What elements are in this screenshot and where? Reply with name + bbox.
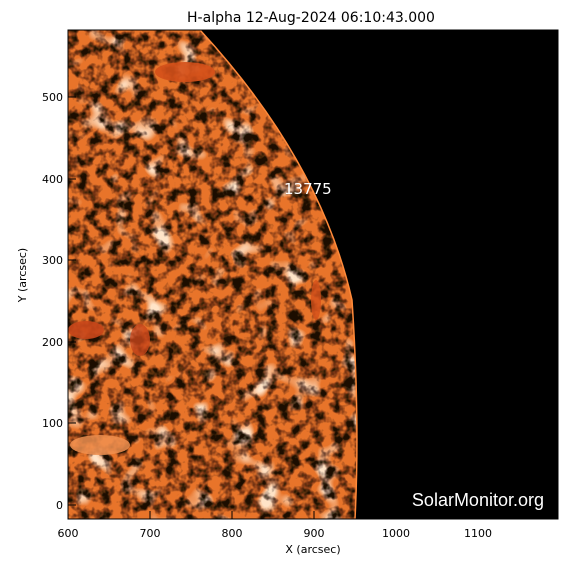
x-tick-label: 800 [222,527,243,540]
y-axis: 0 100 200 300 400 500 [42,91,76,512]
plage-feature [155,62,215,82]
x-axis: 600 700 800 900 1000 1100 [58,511,492,540]
active-region-label: 13775 [284,180,332,198]
plage-feature [311,280,321,320]
plage-feature [70,435,130,455]
y-tick-label: 0 [56,499,63,512]
x-tick-label: 1000 [382,527,410,540]
x-tick-label: 1100 [464,527,492,540]
y-axis-title: Y (arcsec) [16,248,29,303]
y-tick-label: 400 [42,173,63,186]
image-title: H-alpha 12-Aug-2024 06:10:43.000 [187,10,435,26]
x-tick-label: 600 [58,527,79,540]
y-tick-label: 500 [42,91,63,104]
x-tick-label: 900 [304,527,325,540]
solar-limb [199,30,358,519]
x-tick-label: 700 [140,527,161,540]
credit-watermark: SolarMonitor.org [412,490,544,510]
y-tick-label: 100 [42,417,63,430]
plage-feature [130,324,150,356]
plage-feature [68,321,104,339]
y-tick-label: 200 [42,336,63,349]
plot-frame [67,29,559,520]
x-axis-title: X (arcsec) [285,543,340,556]
plot-area [68,30,558,519]
y-tick-label: 300 [42,254,63,267]
